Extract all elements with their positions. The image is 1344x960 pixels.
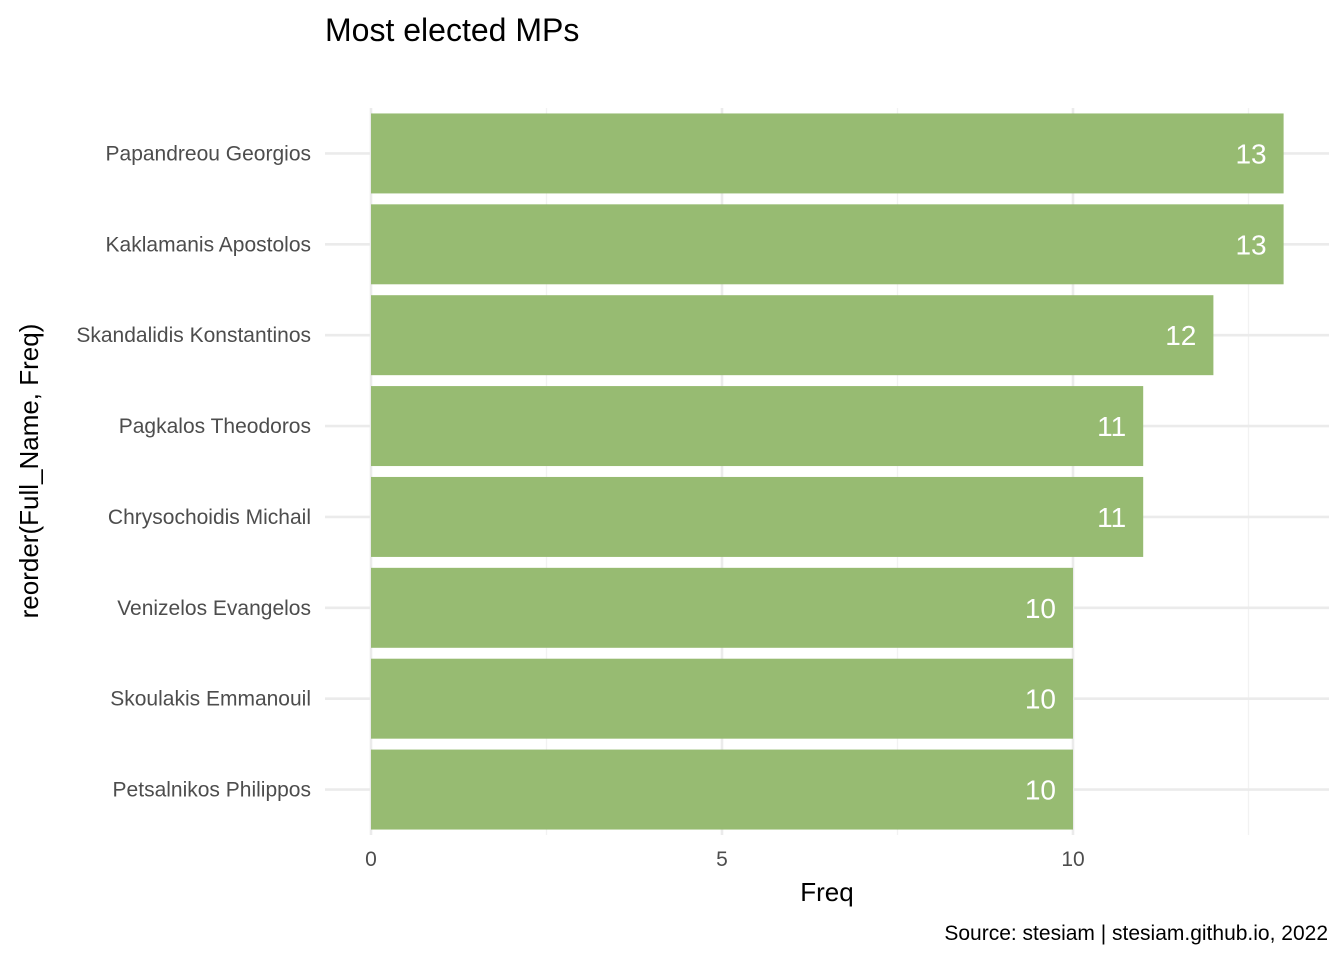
y-tick-label: Skandalidis Konstantinos — [76, 324, 311, 347]
bars — [371, 113, 1284, 830]
y-tick-label: Pagkalos Theodoros — [119, 415, 311, 438]
x-tick-label: 0 — [365, 848, 377, 871]
x-tick-label: 10 — [1061, 848, 1084, 871]
x-tick-label: 5 — [716, 848, 728, 871]
caption: Source: stesiam | stesiam.github.io, 202… — [944, 922, 1328, 945]
bar-value-label: 11 — [1097, 502, 1126, 533]
chart-title: Most elected MPs — [325, 12, 579, 48]
bar-value-label: 13 — [1235, 138, 1266, 169]
bar — [371, 567, 1073, 648]
x-axis-title: Freq — [800, 877, 853, 907]
bar — [371, 204, 1284, 285]
bar — [371, 113, 1284, 194]
bar-value-label: 12 — [1165, 320, 1196, 351]
x-tick-labels: 0 5 10 — [365, 848, 1085, 871]
y-tick-labels: Papandreou Georgios Kaklamanis Apostolos S… — [76, 142, 311, 801]
bar — [371, 386, 1144, 467]
bar-value-label: 10 — [1025, 593, 1056, 624]
bar — [371, 749, 1073, 830]
y-axis-title: reorder(Full_Name, Freq) — [14, 324, 44, 619]
bar-value-label: 13 — [1235, 229, 1266, 260]
bar-labels: 13 13 12 11 11 10 10 10 — [1025, 138, 1267, 805]
bar — [371, 295, 1214, 376]
y-tick-label: Chrysochoidis Michail — [108, 506, 311, 529]
y-tick-label: Papandreou Georgios — [106, 142, 311, 165]
bar-value-label: 10 — [1025, 775, 1056, 806]
bar — [371, 476, 1144, 557]
y-tick-label: Kaklamanis Apostolos — [106, 233, 311, 256]
y-tick-label: Skoulakis Emmanouil — [110, 688, 311, 711]
bar — [371, 658, 1073, 739]
y-tick-label: Venizelos Evangelos — [117, 597, 311, 620]
bar-value-label: 10 — [1025, 684, 1056, 715]
y-tick-label: Petsalnikos Philippos — [113, 779, 311, 802]
bar-value-label: 11 — [1097, 411, 1126, 442]
